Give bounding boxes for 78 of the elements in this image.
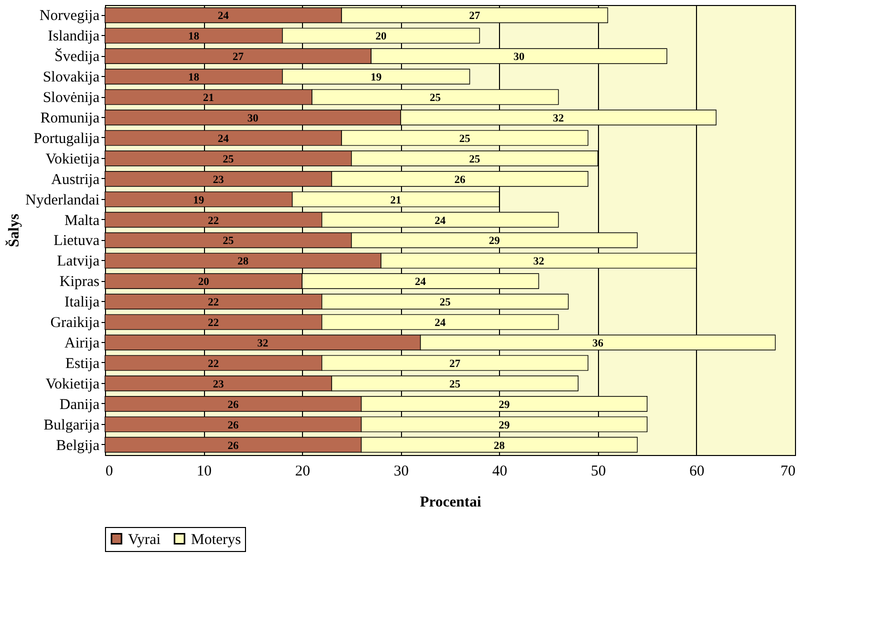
data-label: 29: [488, 235, 500, 248]
x-tick-label: 20: [295, 464, 310, 480]
data-label: 32: [533, 256, 545, 268]
data-label: 28: [494, 440, 506, 452]
y-tick-label: Belgija: [56, 438, 100, 454]
y-tick-label: Airija: [64, 336, 100, 352]
data-label: 25: [222, 235, 234, 248]
data-label: 24: [218, 10, 230, 22]
data-label: 22: [208, 358, 220, 370]
data-label: 27: [469, 10, 481, 22]
y-tick-label: Slovakija: [42, 70, 100, 86]
data-label: 27: [232, 51, 244, 64]
y-tick-label: Islandija: [48, 28, 100, 45]
data-label: 25: [459, 132, 471, 145]
y-tick-label: Bulgarija: [44, 417, 100, 434]
data-label: 19: [193, 194, 205, 206]
data-label: 27: [449, 358, 461, 370]
data-label: 23: [212, 174, 224, 186]
y-tick-label: Latvija: [57, 254, 100, 270]
data-label: 22: [208, 296, 220, 309]
y-tick-label: Italija: [64, 294, 100, 311]
y-tick-label: Lietuva: [54, 233, 100, 250]
data-label: 20: [198, 276, 210, 288]
y-tick-label: Vokietija: [46, 151, 100, 168]
data-label: 36: [592, 338, 604, 350]
data-label: 26: [228, 419, 240, 432]
legend-label: Moterys: [191, 532, 242, 548]
y-tick-label: Austrija: [51, 172, 100, 188]
data-label: 25: [449, 378, 461, 390]
data-label: 24: [434, 214, 446, 227]
x-tick-label: 30: [394, 464, 409, 480]
y-tick-label: Nyderlandai: [25, 192, 100, 208]
data-label: 21: [390, 194, 402, 206]
data-label: 25: [430, 92, 442, 104]
data-label: 26: [454, 174, 466, 186]
data-label: 22: [208, 317, 220, 330]
data-label: 25: [222, 153, 234, 166]
data-label: 30: [514, 51, 525, 64]
data-label: 19: [370, 72, 382, 84]
data-label: 22: [208, 214, 220, 227]
y-tick-label: Švedija: [54, 48, 100, 66]
data-label: 25: [440, 296, 452, 309]
x-tick-label: 50: [590, 464, 606, 480]
data-label: 21: [203, 92, 214, 104]
data-label: 32: [552, 112, 564, 124]
data-label: 30: [247, 112, 259, 124]
data-label: 29: [498, 419, 510, 432]
y-tick-label: Graikija: [50, 315, 100, 332]
data-label: 23: [212, 378, 224, 390]
x-tick-label: 40: [492, 464, 508, 480]
y-tick-label: Malta: [64, 212, 100, 229]
data-label: 18: [188, 30, 200, 43]
x-tick-label: 70: [780, 464, 796, 480]
y-tick-label: Slovėnija: [42, 90, 100, 106]
y-tick-label: Estija: [65, 356, 100, 372]
x-tick-label: 10: [196, 464, 212, 480]
y-tick-label: Romunija: [40, 110, 100, 126]
y-tick-label: Kipras: [60, 274, 100, 290]
y-tick-label: Portugalija: [34, 130, 100, 147]
data-label: 26: [228, 440, 240, 452]
data-label: 20: [376, 30, 387, 43]
y-tick-label: Danija: [60, 396, 100, 413]
y-tick-label: Norvegija: [40, 8, 100, 24]
x-tick-label: 60: [689, 464, 704, 480]
legend-label: Vyrai: [128, 532, 160, 548]
data-label: 24: [218, 132, 230, 145]
x-tick-label: 0: [106, 464, 113, 480]
data-label: 24: [434, 317, 446, 330]
data-label: 32: [257, 338, 269, 350]
data-label: 25: [469, 153, 481, 166]
data-label: 29: [498, 398, 510, 411]
y-axis-title: Šalys: [4, 214, 22, 248]
y-tick-label: Vokietija: [46, 376, 100, 392]
x-axis-title: Procentai: [420, 494, 482, 510]
data-label: 24: [414, 276, 426, 288]
data-label: 26: [228, 398, 240, 411]
data-label: 28: [238, 256, 249, 268]
data-label: 18: [188, 72, 200, 84]
